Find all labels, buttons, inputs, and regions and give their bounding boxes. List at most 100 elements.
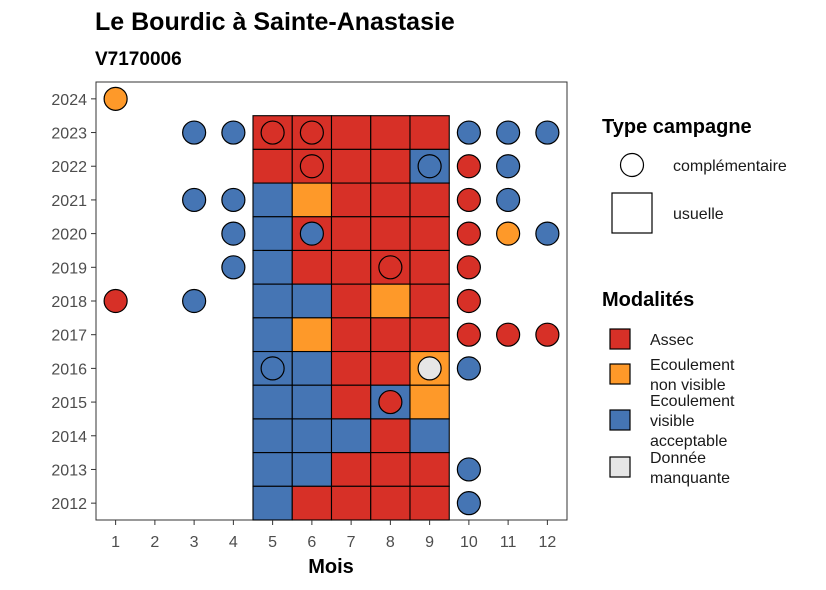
tile-2023-8 — [371, 116, 410, 150]
legend-campagne-title: Type campagne — [602, 116, 752, 138]
point-2021-11 — [497, 188, 520, 211]
point-2017-12 — [536, 323, 559, 346]
y-tick-label-2021: 2021 — [51, 193, 87, 210]
y-tick-label-2012: 2012 — [51, 496, 87, 513]
tile-2012-5 — [253, 486, 292, 520]
tile-2018-8 — [371, 284, 410, 318]
point-2016-5 — [261, 357, 284, 380]
tile-2012-6 — [292, 486, 331, 520]
point-2023-3 — [183, 121, 206, 144]
point-2021-10 — [457, 188, 480, 211]
x-tick-label-11: 11 — [500, 534, 517, 551]
tile-2013-5 — [253, 453, 292, 487]
point-2015-8 — [379, 391, 402, 414]
x-tick-label-6: 6 — [307, 534, 316, 551]
tile-2014-6 — [292, 419, 331, 453]
tile-2021-9 — [410, 183, 449, 217]
tile-2014-5 — [253, 419, 292, 453]
y-tick-label-2016: 2016 — [51, 361, 87, 378]
y-tick-label-2020: 2020 — [51, 227, 87, 244]
legend-modalites-title: Modalités — [602, 289, 694, 311]
x-tick-label-2: 2 — [150, 534, 159, 551]
tile-2022-5 — [253, 149, 292, 183]
point-2021-3 — [183, 188, 206, 211]
tile-2017-6 — [292, 318, 331, 352]
legend-campagne: complémentaire usuelle — [612, 154, 787, 234]
tile-2015-5 — [253, 385, 292, 419]
legend-label-visible: Ecoulement visible acceptable — [650, 393, 735, 450]
legend-swatch-visible — [610, 410, 630, 430]
tile-2023-7 — [332, 116, 371, 150]
tile-2014-7 — [332, 419, 371, 453]
tile-2020-8 — [371, 217, 410, 251]
point-2022-10 — [457, 155, 480, 178]
tile-2020-7 — [332, 217, 371, 251]
tile-2015-6 — [292, 385, 331, 419]
point-2023-4 — [222, 121, 245, 144]
point-2018-10 — [457, 290, 480, 313]
tile-2021-5 — [253, 183, 292, 217]
tile-2016-8 — [371, 352, 410, 386]
legend-label-nonvisible: Ecoulement non visible — [650, 357, 735, 394]
y-tick-label-2023: 2023 — [51, 126, 87, 143]
tile-2013-6 — [292, 453, 331, 487]
point-2018-3 — [183, 290, 206, 313]
usuelle-tiles — [253, 116, 449, 520]
chart-subtitle: V7170006 — [95, 49, 182, 70]
x-tick-label-1: 1 — [111, 534, 120, 551]
tile-2012-8 — [371, 486, 410, 520]
tile-2021-7 — [332, 183, 371, 217]
point-2016-10 — [457, 357, 480, 380]
point-2023-5 — [261, 121, 284, 144]
point-2023-6 — [300, 121, 323, 144]
point-2018-1 — [104, 290, 127, 313]
tile-2012-7 — [332, 486, 371, 520]
point-2017-11 — [497, 323, 520, 346]
point-2020-10 — [457, 222, 480, 245]
x-tick-label-8: 8 — [386, 534, 395, 551]
y-tick-label-2022: 2022 — [51, 159, 87, 176]
point-2020-4 — [222, 222, 245, 245]
x-tick-label-12: 12 — [538, 534, 556, 551]
tile-2023-9 — [410, 116, 449, 150]
point-2021-4 — [222, 188, 245, 211]
tile-2012-9 — [410, 486, 449, 520]
tile-2014-9 — [410, 419, 449, 453]
tile-2019-6 — [292, 250, 331, 284]
tile-2017-7 — [332, 318, 371, 352]
legend-key-complementaire — [621, 154, 644, 177]
legend-swatch-nonvisible — [610, 364, 630, 384]
tile-2014-8 — [371, 419, 410, 453]
tile-2017-9 — [410, 318, 449, 352]
point-2023-12 — [536, 121, 559, 144]
tile-2018-6 — [292, 284, 331, 318]
point-2012-10 — [457, 492, 480, 515]
point-2023-11 — [497, 121, 520, 144]
tile-2015-9 — [410, 385, 449, 419]
x-tick-label-7: 7 — [347, 534, 356, 551]
tile-2018-9 — [410, 284, 449, 318]
legend-modalites: Assec Ecoulement non visibleEcoulement visi… — [610, 329, 735, 487]
point-2020-11 — [497, 222, 520, 245]
point-2016-9 — [418, 357, 441, 380]
tile-2015-7 — [332, 385, 371, 419]
tile-2019-9 — [410, 250, 449, 284]
x-axis-title: Mois — [308, 556, 354, 578]
tile-2019-5 — [253, 250, 292, 284]
legend-label-assec: Assec — [650, 332, 694, 349]
x-axis: 1 2 3 4 5 6 7 8 9 10 11 12 — [111, 520, 556, 551]
y-tick-label-2017: 2017 — [51, 328, 87, 345]
tile-2013-9 — [410, 453, 449, 487]
legend-swatch-assec — [610, 329, 630, 349]
tile-2017-5 — [253, 318, 292, 352]
legend-swatch-manquante — [610, 457, 630, 477]
point-2020-12 — [536, 222, 559, 245]
y-tick-label-2018: 2018 — [51, 294, 87, 311]
tile-2021-8 — [371, 183, 410, 217]
point-2019-10 — [457, 256, 480, 279]
tile-2022-7 — [332, 149, 371, 183]
y-axis: 2012 2013 2014 2015 2016 2017 2018 2019 2020 2021… — [51, 92, 96, 513]
legend-label-usuelle: usuelle — [673, 206, 724, 223]
tile-2020-5 — [253, 217, 292, 251]
